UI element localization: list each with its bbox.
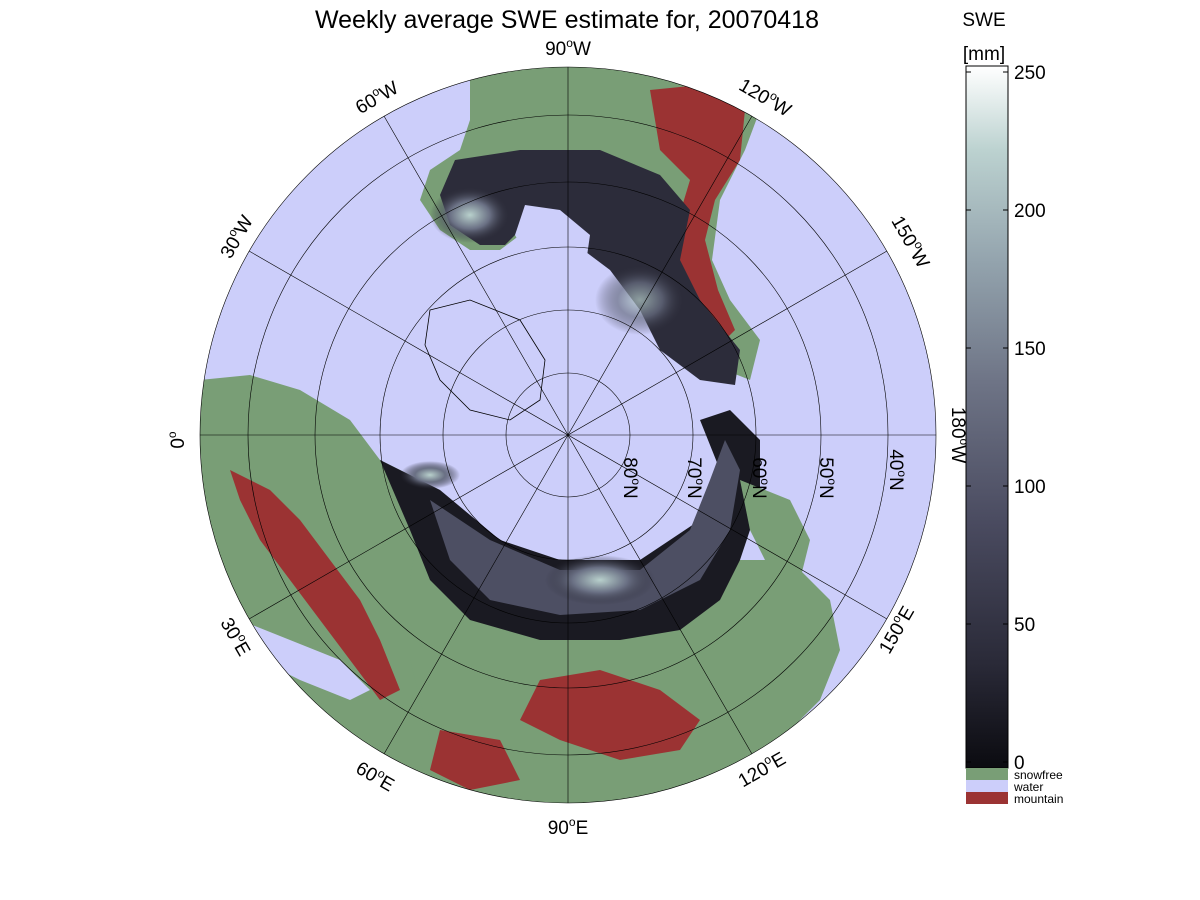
colorbar-cat-mountain: mountain [1014, 792, 1063, 806]
lon-label-180w: 180oW [947, 407, 971, 463]
colorbar-label-unit: [mm] [963, 44, 1005, 65]
colorbar-swatch-snowfree [966, 768, 1008, 780]
graticule [199, 66, 937, 804]
colorbar-swatch-mountain [966, 792, 1008, 804]
map-frame [199, 66, 937, 804]
meridian-150w-30e [248, 250, 888, 620]
colorbar-ticks: 0 50 100 150 200 250 [966, 63, 1046, 774]
colorbar-tick-label: 200 [1014, 201, 1046, 222]
colorbar-cat-water: water [1013, 780, 1043, 794]
colorbar-tick-label: 250 [1014, 63, 1046, 84]
canada-snow-bright-2 [595, 265, 685, 335]
lat-label-40n: 40oN [885, 449, 909, 491]
siberia-snow-bright [545, 555, 655, 605]
scandinavia-snow-bright [400, 461, 460, 489]
lon-label-60e: 60oE [352, 755, 399, 796]
colorbar-gradient [965, 65, 1009, 769]
europe-mountains [230, 470, 400, 700]
mediterranean-sea [240, 620, 370, 700]
colorbar-tick-label: 50 [1014, 615, 1035, 636]
asia-mountains [430, 670, 700, 790]
lat-label-50n: 50oN [815, 457, 839, 499]
latitude-labels: 80oN 70oN 60oN 50oN 40oN [619, 449, 909, 499]
siberia-snow-mid [430, 440, 740, 615]
lon-label-90w: 90oW [545, 36, 591, 60]
lon-label-90e: 90oE [548, 815, 589, 839]
colorbar-label-swe: SWE [962, 10, 1005, 31]
colorbar-tick-label: 100 [1014, 477, 1046, 498]
figure-title: Weekly average SWE estimate for, 2007041… [315, 6, 819, 34]
lat-label-60n: 60oN [748, 457, 772, 499]
lat-label-70n: 70oN [683, 457, 707, 499]
lat-label-80n: 80oN [619, 457, 643, 499]
lon-label-0: 0o [165, 431, 189, 449]
far-east-land [740, 480, 810, 580]
lon-label-150w: 150oW [887, 211, 936, 272]
canada-snow-bright [430, 187, 510, 243]
polar-map [200, 67, 936, 803]
colorbar-tick-label: 150 [1014, 339, 1046, 360]
colorbar-tick-label: 0 [1014, 753, 1025, 774]
colorbar-swatch-water [966, 780, 1008, 792]
hudson-bay [515, 205, 590, 280]
colorbar-cat-snowfree: snowfree [1014, 768, 1063, 782]
